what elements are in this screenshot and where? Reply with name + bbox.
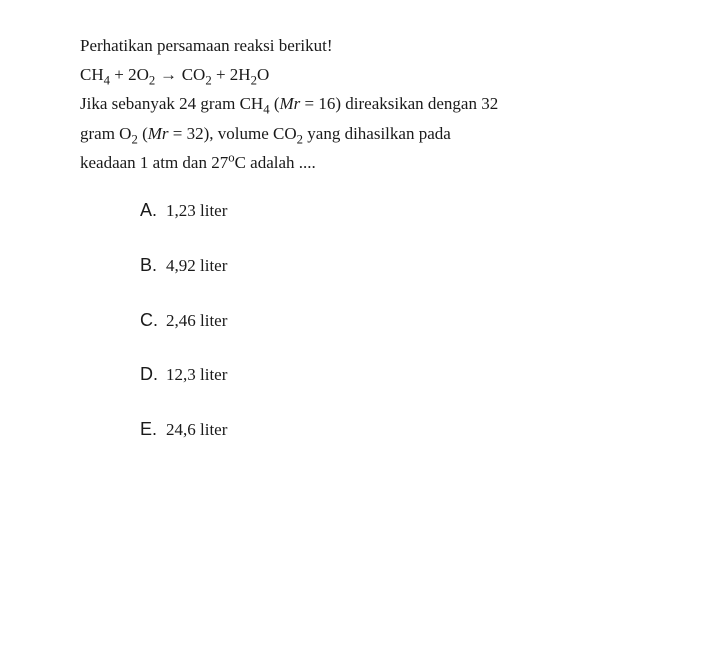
eq-plus2: + 2H [212,65,251,84]
option-a[interactable]: A. 1,23 liter [140,196,626,225]
eq-plus1: + 2O [110,65,149,84]
option-letter: C. [140,306,162,335]
l3a: Jika sebanyak 24 gram CH [80,94,263,113]
option-letter: D. [140,360,162,389]
option-e[interactable]: E. 24,6 liter [140,415,626,444]
option-text: 12,3 liter [166,361,227,388]
l3c: = 16) direaksikan dengan 32 [300,94,498,113]
question-line-3: Jika sebanyak 24 gram CH4 (Mr = 16) dire… [80,90,626,117]
l4b: ( [138,124,148,143]
question-line-5: keadaan 1 atm dan 27oC adalah .... [80,149,626,176]
eq-arrow: → [155,65,181,84]
option-letter: A. [140,196,162,225]
option-letter: E. [140,415,162,444]
option-text: 24,6 liter [166,416,227,443]
question-equation: CH4 + 2O2 → CO2 + 2H2O [80,61,626,88]
eq-h2o-o: O [257,65,269,84]
l4a: gram O [80,124,131,143]
l5b: C adalah .... [235,153,316,172]
option-letter: B. [140,251,162,280]
option-b[interactable]: B. 4,92 liter [140,251,626,280]
option-c[interactable]: C. 2,46 liter [140,306,626,335]
option-text: 1,23 liter [166,197,227,224]
l5a: keadaan 1 atm dan 27 [80,153,228,172]
l4d: yang dihasilkan pada [303,124,451,143]
question-line-1: Perhatikan persamaan reaksi berikut! [80,32,626,59]
eq-ch4: CH [80,65,104,84]
option-d[interactable]: D. 12,3 liter [140,360,626,389]
l4c: = 32), volume CO [169,124,297,143]
options-list: A. 1,23 liter B. 4,92 liter C. 2,46 lite… [80,196,626,444]
question-line-4: gram O2 (Mr = 32), volume CO2 yang dihas… [80,120,626,147]
l4-mr: Mr [148,124,169,143]
question-stem: Perhatikan persamaan reaksi berikut! CH4… [80,32,626,176]
l3b: ( [270,94,280,113]
option-text: 4,92 liter [166,252,227,279]
l3-mr: Mr [279,94,300,113]
option-text: 2,46 liter [166,307,227,334]
eq-co2: CO [182,65,206,84]
